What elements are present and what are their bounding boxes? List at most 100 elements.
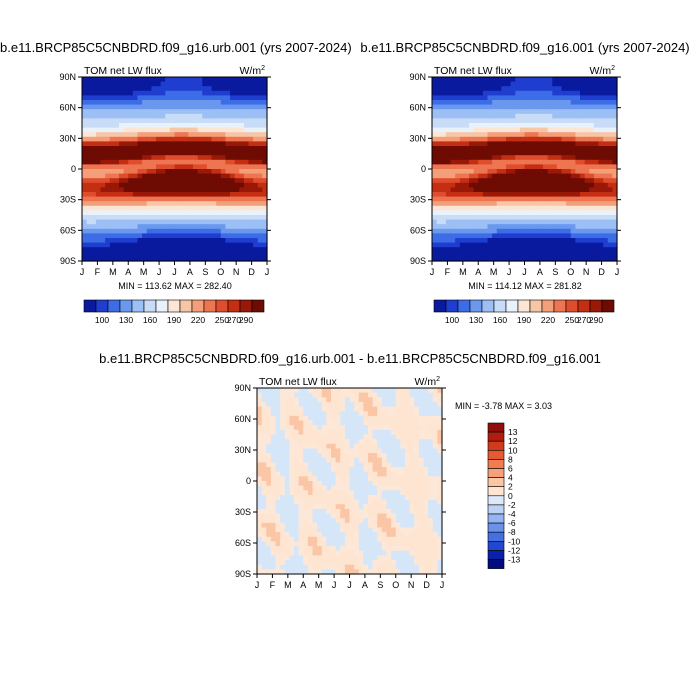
heatmap-cell bbox=[340, 485, 346, 491]
heatmap-cell bbox=[146, 141, 152, 147]
heatmap-cell bbox=[492, 86, 498, 92]
heatmap-cell bbox=[275, 467, 281, 473]
heatmap-cell bbox=[437, 420, 443, 426]
heatmap-cell bbox=[165, 95, 171, 101]
heatmap-cell bbox=[598, 182, 604, 188]
heatmap-cell bbox=[335, 401, 341, 408]
heatmap-cell bbox=[593, 196, 600, 202]
heatmap-cell bbox=[197, 132, 203, 138]
heatmap-cell bbox=[91, 127, 97, 133]
heatmap-cell bbox=[160, 150, 166, 156]
heatmap-cell bbox=[473, 86, 479, 92]
heatmap-cell bbox=[225, 146, 231, 152]
heatmap-cell bbox=[248, 164, 254, 170]
heatmap-cell bbox=[580, 242, 586, 248]
heatmap-cell bbox=[432, 476, 438, 482]
heatmap-cell bbox=[612, 196, 618, 202]
heatmap-cell bbox=[552, 256, 558, 262]
heatmap-cell bbox=[566, 247, 572, 253]
colorbar-label: 220 bbox=[191, 315, 205, 325]
heatmap-cell bbox=[262, 201, 268, 207]
heatmap-cell bbox=[515, 159, 521, 165]
heatmap-cell bbox=[529, 224, 535, 230]
heatmap-cell bbox=[391, 527, 397, 533]
heatmap-cell bbox=[381, 499, 388, 505]
heatmap-cell bbox=[570, 201, 576, 207]
colorbar-box bbox=[565, 299, 579, 313]
heatmap-cell bbox=[151, 228, 157, 234]
heatmap-cell bbox=[275, 508, 281, 515]
heatmap-cell bbox=[174, 196, 180, 202]
heatmap-cell bbox=[193, 201, 199, 207]
heatmap-cell bbox=[137, 173, 143, 179]
heatmap-cell bbox=[262, 86, 268, 92]
heatmap-cell bbox=[436, 178, 442, 184]
y-tick-label: 90N bbox=[59, 72, 76, 82]
heatmap-cell bbox=[377, 397, 383, 403]
heatmap-cell bbox=[584, 173, 590, 179]
heatmap-cell bbox=[132, 164, 139, 170]
heatmap-cell bbox=[303, 457, 309, 463]
heatmap-cell bbox=[303, 508, 309, 515]
heatmap-cell bbox=[381, 453, 388, 459]
heatmap-cell bbox=[289, 467, 295, 473]
heatmap-cell bbox=[593, 81, 600, 87]
heatmap-cell bbox=[556, 104, 563, 110]
heatmap-cell bbox=[496, 109, 502, 115]
heatmap-cell bbox=[331, 420, 337, 426]
heatmap-cell bbox=[556, 182, 563, 188]
heatmap-cell bbox=[381, 457, 388, 463]
heatmap-cell bbox=[358, 499, 364, 505]
heatmap-cell bbox=[428, 560, 434, 566]
heatmap-cell bbox=[445, 233, 452, 239]
heatmap-cell bbox=[174, 215, 180, 221]
colorbar-box bbox=[529, 299, 543, 313]
heatmap-cell bbox=[409, 555, 415, 561]
heatmap-cell bbox=[552, 169, 558, 175]
heatmap-cell bbox=[275, 388, 281, 394]
heatmap-cell bbox=[391, 541, 397, 547]
heatmap-cell bbox=[543, 146, 549, 152]
heatmap-cell bbox=[284, 420, 290, 426]
x-tick-label: J bbox=[347, 580, 352, 590]
heatmap-cell bbox=[450, 95, 456, 101]
heatmap-cell bbox=[344, 569, 351, 575]
heatmap-cell bbox=[211, 247, 217, 253]
heatmap-cell bbox=[418, 518, 425, 524]
heatmap-cell bbox=[137, 109, 143, 115]
heatmap-cell bbox=[86, 90, 92, 96]
heatmap-cell bbox=[543, 109, 549, 115]
heatmap-cell bbox=[266, 481, 272, 487]
heatmap-cell bbox=[469, 118, 475, 124]
heatmap-cell bbox=[538, 256, 544, 262]
x-tick-label: A bbox=[300, 580, 306, 590]
heatmap-cell bbox=[312, 494, 318, 501]
heatmap-cell bbox=[257, 247, 263, 253]
heatmap-cell bbox=[146, 201, 152, 207]
heatmap-cell bbox=[492, 90, 498, 96]
heatmap-cell bbox=[248, 159, 254, 165]
heatmap-cell bbox=[570, 136, 576, 142]
heatmap-cell bbox=[354, 471, 360, 477]
heatmap-cell bbox=[100, 113, 106, 119]
heatmap-cell bbox=[482, 113, 489, 119]
heatmap-cell bbox=[450, 109, 456, 115]
heatmap-cell bbox=[482, 247, 489, 253]
heatmap-cell bbox=[533, 132, 539, 138]
heatmap-cell bbox=[496, 210, 502, 216]
heatmap-cell bbox=[109, 256, 115, 262]
heatmap-cell bbox=[519, 187, 526, 193]
heatmap-cell bbox=[179, 205, 185, 211]
colorbar-box bbox=[251, 299, 265, 313]
heatmap-cell bbox=[437, 555, 443, 561]
heatmap-cell bbox=[432, 173, 438, 179]
heatmap-cell bbox=[580, 224, 586, 230]
heatmap-cell bbox=[529, 113, 535, 119]
heatmap-cell bbox=[335, 541, 341, 547]
colorbar-label: 190 bbox=[517, 315, 531, 325]
heatmap-cell bbox=[496, 159, 502, 165]
colorbar-box bbox=[493, 299, 507, 313]
heatmap-cell bbox=[441, 169, 447, 175]
heatmap-cell bbox=[142, 164, 148, 170]
heatmap-cell bbox=[372, 485, 378, 491]
